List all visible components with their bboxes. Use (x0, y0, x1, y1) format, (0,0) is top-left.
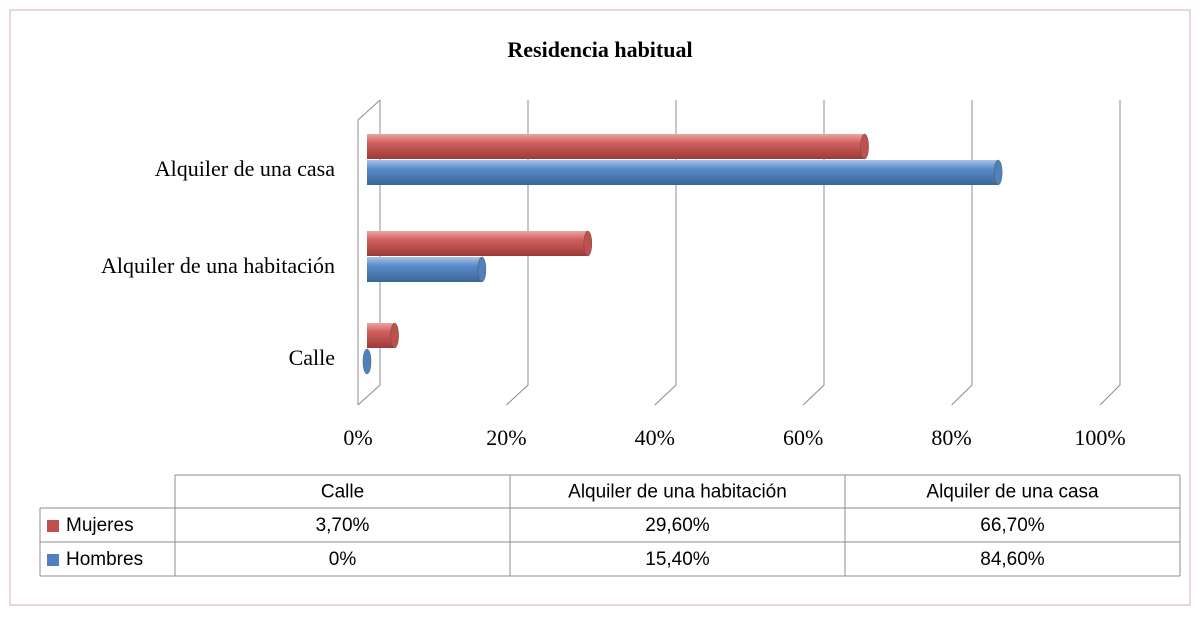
table-header: Alquiler de una habitación (568, 482, 787, 503)
x-tick-label: 20% (486, 425, 526, 450)
grid-line (654, 100, 677, 406)
x-tick-label: 0% (343, 425, 372, 450)
y-tick-label: Alquiler de una casa (155, 156, 335, 181)
grid-line (357, 100, 381, 406)
table-cell: 84,60% (980, 549, 1045, 570)
side-wall (357, 99, 381, 405)
bar (367, 257, 482, 282)
bar (367, 134, 865, 159)
bar-cap (583, 230, 593, 257)
x-tick-label: 100% (1074, 425, 1125, 450)
grid-line (1099, 100, 1121, 406)
bar (367, 231, 588, 256)
bar-cap (390, 322, 399, 349)
x-tick-label: 80% (931, 425, 971, 450)
grid-line (506, 100, 529, 406)
x-tick-label: 40% (635, 425, 675, 450)
table-cell: 0% (329, 549, 357, 570)
chart-border (9, 9, 1191, 606)
legend-label: Hombres (66, 549, 143, 570)
table-cell: 15,40% (645, 549, 710, 570)
chart-title: Residencia habitual (507, 37, 692, 62)
legend-label: Mujeres (66, 515, 134, 536)
table-cell: 66,70% (980, 515, 1045, 536)
bar-cap (860, 133, 869, 160)
table-header: Alquiler de una casa (926, 482, 1099, 503)
bar-cap (477, 256, 487, 283)
table-grid (39, 474, 1181, 577)
y-tick-label: Alquiler de una habitación (101, 253, 335, 278)
x-tick-label: 60% (783, 425, 823, 450)
bar-cap (993, 159, 1003, 186)
table-cell: 3,70% (316, 515, 370, 536)
legend-key (47, 520, 59, 532)
y-tick-label: Calle (289, 345, 335, 370)
bar (367, 160, 999, 185)
legend-key (47, 554, 59, 566)
table-header: Calle (321, 482, 364, 503)
bar-cap (362, 348, 372, 375)
grid-line (802, 100, 825, 406)
table-cell: 29,60% (645, 515, 710, 536)
bar (367, 323, 395, 348)
grid-line (951, 100, 973, 406)
